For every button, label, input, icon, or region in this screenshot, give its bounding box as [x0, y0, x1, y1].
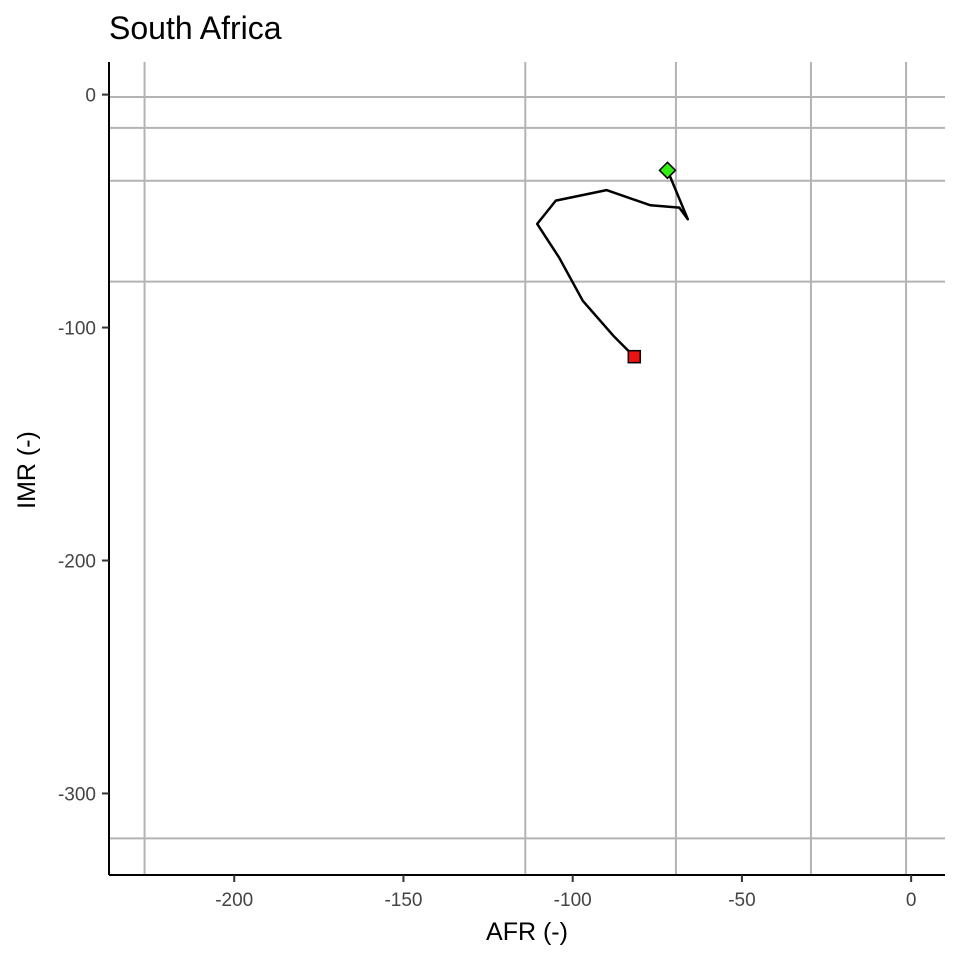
x-axis-title: AFR (-): [486, 918, 568, 946]
trajectory-line: [535, 169, 690, 358]
start-marker-diamond: [658, 161, 677, 180]
axes: [108, 62, 945, 876]
y-axis-title: IMR (-): [13, 431, 41, 509]
x-tick-label: -150: [384, 890, 422, 911]
chart-title: South Africa: [109, 10, 282, 46]
x-tick-label: -100: [554, 890, 592, 911]
y-tick-label: 0: [85, 86, 96, 107]
y-tick-label: -300: [58, 784, 96, 805]
y-tick-label: -100: [58, 319, 96, 340]
x-tick-label: -200: [215, 890, 253, 911]
x-tick-label: 0: [906, 890, 917, 911]
x-tick-label: -50: [728, 890, 755, 911]
markers-layer: [627, 161, 677, 364]
tick-marks: -200 -150 -100 -50 0 0 -100 -200 -300: [58, 86, 916, 911]
grid-lines: [109, 62, 945, 875]
y-tick-label: -200: [58, 552, 96, 573]
end-marker-square: [627, 349, 642, 364]
series-layer: [535, 169, 690, 358]
